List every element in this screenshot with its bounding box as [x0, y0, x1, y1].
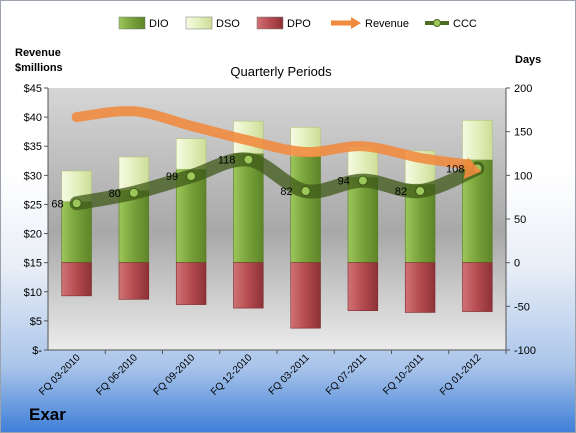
bar-dpo	[175, 262, 207, 305]
x-tick-label: FQ 09-2010	[152, 352, 198, 398]
y-tick-label-left: $15	[24, 258, 42, 270]
bar-dpo	[462, 262, 493, 312]
y-tick-label-left: $25	[24, 199, 42, 211]
legend-swatch-revenue-arrow	[351, 17, 361, 29]
ccc-data-label: 68	[51, 198, 63, 210]
x-tick-label: FQ 03-2011	[267, 352, 312, 397]
y2-axis-label: Days	[515, 54, 541, 66]
ccc-point	[128, 187, 139, 198]
bar-dso	[462, 120, 493, 160]
y-tick-label-left: $30	[24, 170, 42, 182]
y-tick-label-left: $10	[24, 287, 42, 299]
y-tick-label-left: $35	[24, 141, 42, 153]
x-tick-label: FQ 07-2011	[324, 352, 369, 397]
bar-dpo	[404, 262, 436, 313]
legend-swatch-dso	[185, 16, 213, 30]
legend-label: CCC	[453, 18, 477, 30]
ccc-data-label: 80	[109, 188, 121, 200]
ccc-point	[186, 171, 197, 182]
ccc-data-label: 82	[280, 186, 292, 198]
legend-swatch-ccc-point	[433, 19, 441, 27]
revenue-arrowhead	[463, 157, 482, 180]
bar-dpo	[233, 262, 264, 309]
legend-label: DPO	[287, 18, 311, 30]
x-tick-label: FQ 01-2012	[438, 352, 484, 398]
y-tick-label-right: 100	[514, 170, 532, 182]
y-tick-label-right: 150	[514, 127, 532, 139]
y-tick-label-right: 200	[514, 83, 532, 95]
ccc-data-label: 118	[218, 155, 236, 167]
legend-label: DIO	[149, 18, 169, 30]
ccc-data-label: 94	[338, 176, 350, 188]
ccc-data-label: 108	[446, 163, 464, 175]
legend-swatch-dio	[118, 16, 146, 30]
y-tick-label-left: $40	[24, 112, 42, 124]
x-tick-label: FQ 06-2010	[94, 352, 140, 398]
bar-dio	[233, 153, 264, 263]
x-tick-label: FQ 10-2011	[381, 352, 426, 397]
bar-dio	[61, 201, 92, 263]
y-tick-label-left: $45	[24, 83, 42, 95]
y-axis-label-line2: $millions	[15, 62, 63, 74]
y-tick-label-right: 0	[514, 258, 520, 270]
ccc-line	[69, 152, 485, 211]
bar-dpo	[118, 262, 150, 300]
y-tick-label-left: $-	[32, 345, 42, 357]
ccc-point	[300, 186, 311, 197]
ccc-data-label: 82	[395, 186, 407, 198]
y-tick-label-right: -100	[514, 345, 536, 357]
legend-label: Revenue	[365, 18, 409, 30]
y-tick-label-right: 50	[514, 214, 526, 226]
y-tick-label-right: -50	[514, 301, 530, 313]
ccc-point	[243, 154, 254, 165]
chart-title: Quarterly Periods	[230, 64, 332, 79]
ccc-point	[415, 186, 426, 197]
bar-dio	[290, 155, 321, 263]
bar-dpo	[347, 262, 379, 311]
ccc-point	[71, 198, 82, 209]
x-tick-label: FQ 03-2010	[37, 352, 83, 398]
revenue-line	[71, 106, 473, 170]
legend-swatch-dpo	[256, 16, 284, 30]
bar-dpo	[61, 262, 92, 297]
company-name: Exar	[29, 405, 66, 424]
y-tick-label-left: $5	[30, 316, 42, 328]
plot-area	[48, 88, 506, 350]
bar-dso	[175, 138, 207, 170]
x-tick-label: FQ 12-2010	[209, 352, 255, 398]
bar-dpo	[290, 262, 321, 329]
legend-label: DSO	[216, 18, 240, 30]
ccc-data-label: 99	[166, 171, 178, 183]
y-tick-label-left: $20	[24, 229, 42, 241]
ccc-point	[357, 175, 368, 186]
bar-dio	[347, 176, 379, 263]
y-axis-label-line1: Revenue	[15, 47, 61, 59]
